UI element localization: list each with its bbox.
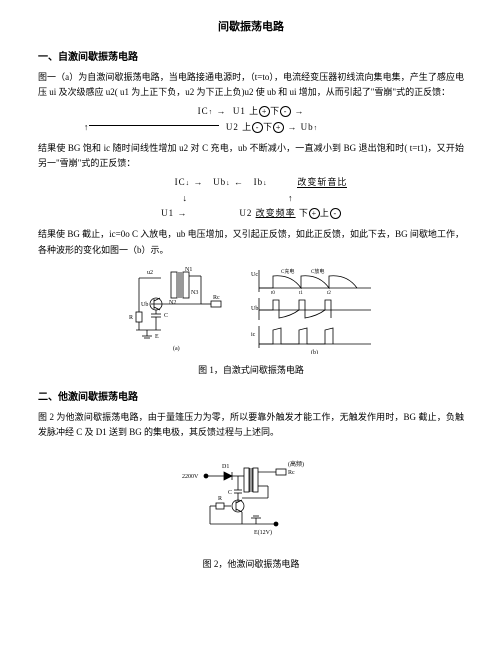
svg-text:t2: t2 [327,291,331,296]
section1-heading: 一、自激间歇振荡电路 [38,49,464,66]
fig1-n2: N2 [169,300,176,306]
figure-2-caption: 图 2，他激间歇振荡电路 [38,557,464,572]
fig1-discharge: C放电 [311,268,324,275]
fig2-V: 2200V [182,474,199,480]
section2-p1: 图 2 为他激间歇振荡电路，由于量篷压力为零，所以要靠外触发才能工作，无触发作用… [38,410,464,441]
svg-text:ic: ic [251,332,256,338]
fig1-n3: N3 [191,290,198,296]
fig1-ub: Ub [141,302,148,308]
fig2-D1: D1 [222,464,229,470]
svg-text:Ub: Ub [251,306,258,312]
fig1-E: E [155,334,159,340]
section1-p3: 结果使 BG 截止，ic=0o C 入放电，ub 电压增加，又引起正反馈，如此正… [38,227,464,258]
svg-text:t1: t1 [299,291,303,296]
figure-1: u2 N2 N1 N3 Ub R C E [38,264,464,359]
fig1-Rc: Rc [213,295,220,301]
section1-p2: 结果使 BG 饱和 ic 随时间线性增加 u2 对 C 充电，ub 不断减小，一… [38,141,464,172]
fig1-charge: C充电 [281,268,294,275]
fig2-E: E(12V) [254,529,272,536]
fig1-label-a: (a) [173,345,180,352]
svg-text:Uc: Uc [251,272,258,278]
fig1-R: R [129,315,133,321]
fig2-r: (高频) [288,460,304,468]
page-title: 间歇振荡电路 [38,18,464,37]
section1-p1: 图一（a）为自激间歇振荡电路，当电路接通电源时，（t=to），电流经变压器初线流… [38,70,464,101]
flow-diagram-1: IC↑ → U1 上+下- → ↑ U2 上-下+ → Ub↑ [38,104,464,135]
fig1-label-b: (b) [311,349,318,354]
fig1-n1: N1 [185,267,192,273]
fig2-Rc: Rc [288,470,295,476]
flow2-label-y1: 改变斩音比 [297,177,347,187]
fig1-u2: u2 [147,270,153,276]
fig1-C: C [164,313,168,319]
flow-diagram-2: IC↓ → Ub↓ ← Ib↓ 改变斩音比 ↓↑ U1 → U2 改变频率 下+… [38,175,464,221]
flow2-label-y2: 改变频率 [256,208,296,218]
svg-text:t0: t0 [271,291,275,296]
section2-heading: 二、他激间歇振荡电路 [38,389,464,406]
figure-1-caption: 图 1，自激式间歇振荡电路 [38,363,464,378]
fig2-R: R [218,496,222,502]
figure-2: 2200V D1 Rc (高频) C R [38,446,464,551]
fig2-C: C [228,490,232,496]
